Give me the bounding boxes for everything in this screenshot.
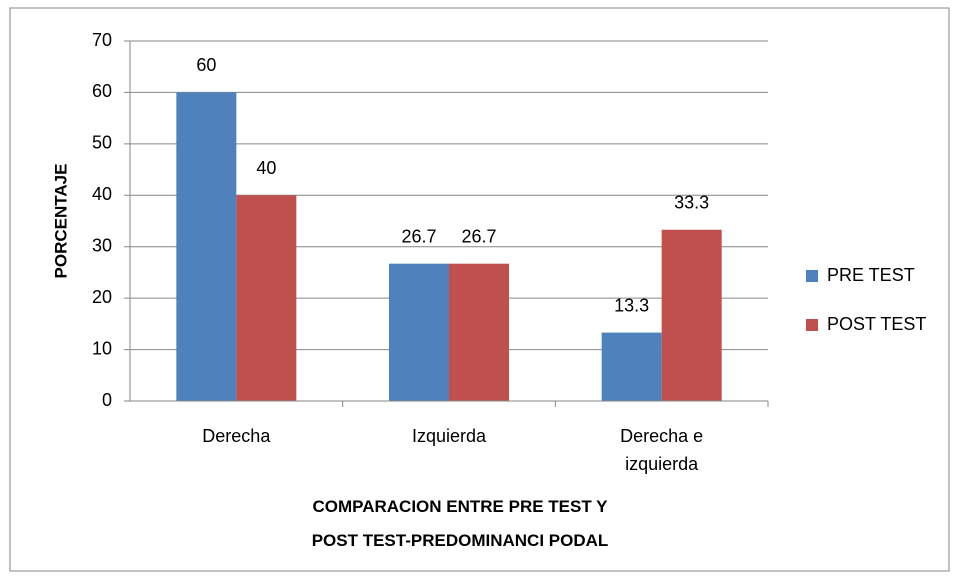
y-tick-label: 0	[102, 390, 112, 410]
y-tick-label: 40	[92, 184, 112, 204]
data-label: 13.3	[614, 295, 649, 315]
data-label: 26.7	[461, 226, 496, 246]
x-tick-label: Izquierda	[411, 426, 487, 446]
y-axis-title: PORCENTAJE	[51, 164, 70, 279]
bar	[661, 229, 722, 401]
legend-swatch	[806, 319, 818, 331]
bar	[176, 92, 237, 401]
legend-swatch	[806, 270, 818, 282]
bar	[389, 263, 449, 401]
bar	[236, 195, 297, 401]
legend-label: POST TEST	[827, 314, 926, 334]
y-tick-label: 10	[92, 338, 112, 358]
data-label: 40	[256, 158, 276, 178]
bar	[449, 263, 509, 401]
y-tick-label: 30	[92, 235, 112, 255]
x-tick-label: Derecha e izquierda	[620, 426, 704, 474]
data-label: 33.3	[674, 192, 709, 212]
legend-label: PRE TEST	[827, 265, 915, 285]
data-label: 60	[196, 55, 216, 75]
x-tick-label: Derecha	[202, 426, 271, 446]
y-tick-label: 20	[92, 287, 112, 307]
y-tick-label: 60	[92, 81, 112, 101]
y-tick-label: 50	[92, 133, 112, 153]
x-axis-title: COMPARACION ENTRE PRE TEST Y POST TEST-P…	[311, 497, 609, 550]
y-tick-label: 70	[92, 30, 112, 50]
bar	[601, 332, 662, 401]
data-label: 26.7	[401, 226, 436, 246]
